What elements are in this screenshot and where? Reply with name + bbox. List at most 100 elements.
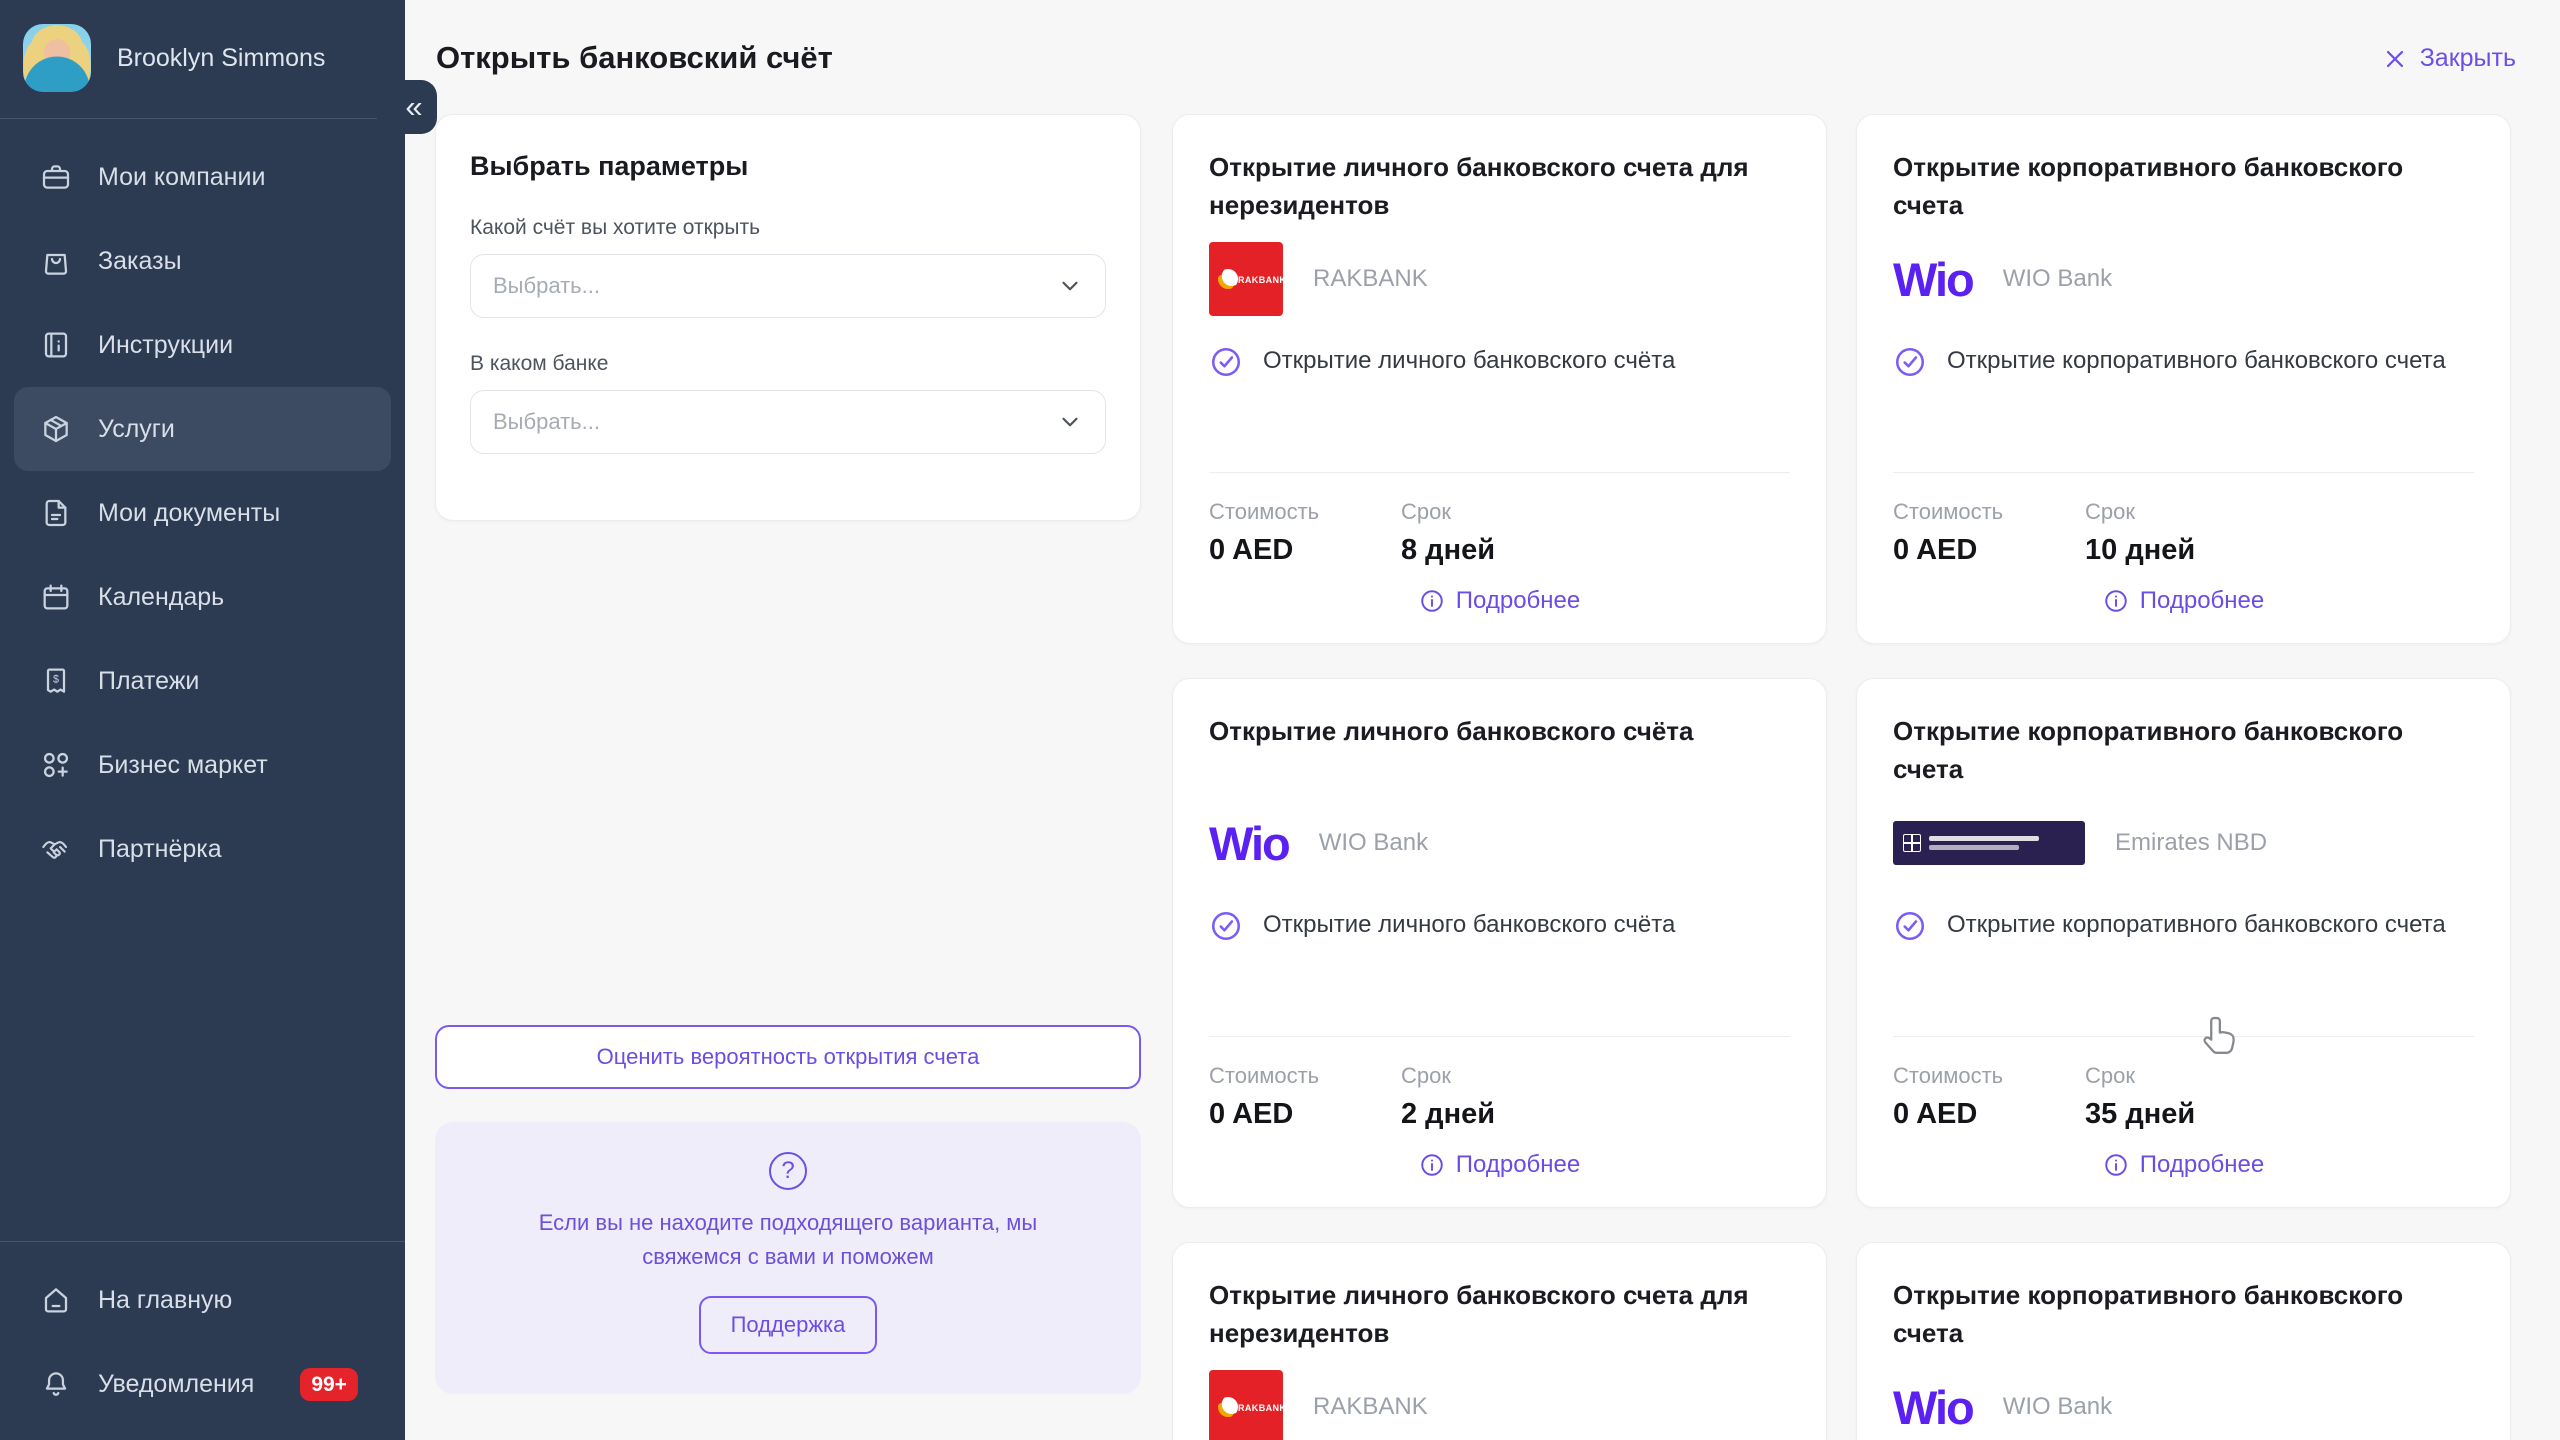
bank-label: В каком банке [470, 352, 609, 375]
sidebar-footer: На главную Уведомления 99+ [0, 1235, 405, 1426]
sidebar-item-calendar-icon[interactable]: Календарь [14, 555, 391, 639]
cost-label: Стоимость [1893, 1063, 2004, 1088]
notifications-badge: 99+ [300, 1367, 358, 1401]
user-name: Brooklyn Simmons [117, 43, 326, 72]
close-icon [2386, 50, 2403, 67]
term-value: 2 дней [1401, 1098, 1496, 1130]
close-button[interactable]: Закрыть [2383, 44, 2516, 73]
chevron-down-icon [1062, 417, 1078, 427]
details-link[interactable]: Подробнее [1893, 1151, 2474, 1179]
sidebar-item-label: Услуги [98, 414, 175, 443]
sidebar-item-business-market-icon[interactable]: Бизнес маркет [14, 723, 391, 807]
cost-label: Стоимость [1209, 1063, 1320, 1088]
support-button[interactable]: Поддержка [699, 1296, 877, 1355]
account-type-select[interactable]: Выбрать... [470, 254, 1106, 318]
sidebar-item-briefcase-icon[interactable]: Мои компании [14, 135, 391, 219]
bank-name: WIO Bank [2002, 1393, 2113, 1420]
avatar [23, 24, 91, 92]
term-label: Срок [1401, 499, 1451, 524]
bank-row: Wio WIO Bank [1893, 239, 2474, 319]
collapse-chevrons-icon: « [405, 89, 423, 124]
divider [1209, 1036, 1790, 1037]
service-card: Открытие корпоративного банковского счет… [1856, 114, 2511, 644]
estimate-probability-button[interactable]: Оценить вероятность открытия счета [435, 1025, 1141, 1089]
sidebar: Brooklyn Simmons Мои компании Заказы Инстр… [0, 0, 405, 1440]
card-title: Открытие корпоративного банковского счет… [1893, 152, 2404, 220]
rakbank-swoosh-icon [1218, 1397, 1238, 1417]
check-circle-icon [1211, 911, 1241, 941]
sidebar-item-label: Мои компании [98, 162, 266, 191]
sidebar-item-payments-receipt-icon[interactable]: $ Платежи [14, 639, 391, 723]
enbd-mark-icon [1903, 834, 1921, 852]
cost-label: Стоимость [1893, 499, 2004, 524]
feature-text: Открытие корпоративного банковского счет… [1947, 911, 2446, 938]
feature-row: Открытие личного банковского счёта [1209, 343, 1790, 379]
term-label: Срок [2085, 1063, 2135, 1088]
wio-logo: Wio [1893, 252, 1975, 306]
feature-text: Открытие корпоративного банковского счет… [1947, 347, 2446, 374]
bank-name: WIO Bank [1318, 829, 1429, 856]
details-link[interactable]: Подробнее [1209, 1151, 1790, 1179]
filter-panel: Выбрать параметры Какой счёт вы хотите о… [435, 114, 1141, 521]
sidebar-item-home-icon[interactable]: На главную [14, 1258, 391, 1342]
card-title: Открытие корпоративного банковского счет… [1893, 716, 2404, 784]
sidebar-item-label: Бизнес маркет [98, 750, 268, 779]
divider [0, 1241, 405, 1242]
feature-text: Открытие личного банковского счёта [1263, 911, 1676, 938]
sidebar-footer-nav: На главную Уведомления 99+ [0, 1258, 405, 1426]
partnership-handshake-icon [40, 833, 72, 865]
cost-value: 0 AED [1893, 534, 1978, 566]
rakbank-logo: RAKBANK [1209, 1370, 1283, 1440]
sidebar-item-services-package-icon[interactable]: Услуги [14, 387, 391, 471]
bank-row: RAKBANK RAKBANK [1209, 239, 1790, 319]
info-icon [2105, 1154, 2127, 1176]
check-circle-icon [1895, 911, 1925, 941]
user-profile[interactable]: Brooklyn Simmons [0, 0, 405, 112]
term-label: Срок [1401, 1063, 1451, 1088]
service-card: Открытие личного банковского счета для н… [1172, 114, 1827, 644]
details-label: Подробнее [2139, 1151, 2265, 1178]
calendar-icon [40, 581, 72, 613]
question-circle-icon: ? [769, 1152, 807, 1190]
bank-name: RAKBANK [1313, 1393, 1428, 1420]
home-icon [40, 1284, 72, 1316]
term-value: 35 дней [2085, 1098, 2196, 1130]
support-text: Если вы не находите подходящего варианта… [538, 1210, 1038, 1270]
sidebar-item-documents-icon[interactable]: Мои документы [14, 471, 391, 555]
bank-select[interactable]: Выбрать... [470, 390, 1106, 454]
feature-text: Открытие личного банковского счёта [1263, 347, 1676, 374]
bank-row: Emirates NBD [1893, 803, 2474, 883]
feature-row: Открытие корпоративного банковского счет… [1893, 343, 2474, 379]
service-card: Открытие личного банковского счета для н… [1172, 1242, 1827, 1440]
briefcase-icon [40, 161, 72, 193]
wio-logo: Wio [1893, 1380, 1975, 1434]
details-link[interactable]: Подробнее [1893, 587, 2474, 615]
bank-name: RAKBANK [1313, 265, 1428, 292]
bank-row: RAKBANK RAKBANK [1209, 1367, 1790, 1440]
sidebar-item-orders-bag-icon[interactable]: Заказы [14, 219, 391, 303]
rakbank-logo: RAKBANK [1209, 242, 1283, 316]
feature-row: Открытие личного банковского счёта [1209, 907, 1790, 943]
details-label: Подробнее [1455, 587, 1581, 614]
card-title: Открытие корпоративного банковского счет… [1893, 1280, 2404, 1348]
details-label: Подробнее [1455, 1151, 1581, 1178]
info-icon [2105, 590, 2127, 612]
sidebar-collapse-button[interactable]: « [377, 80, 437, 134]
documents-icon [40, 497, 72, 529]
sidebar-item-bell-icon[interactable]: Уведомления 99+ [14, 1342, 391, 1426]
sidebar-item-instructions-book-icon[interactable]: Инструкции [14, 303, 391, 387]
sidebar-item-label: Уведомления [98, 1369, 255, 1398]
term-label: Срок [2085, 499, 2135, 524]
details-link[interactable]: Подробнее [1209, 587, 1790, 615]
payments-receipt-icon: $ [40, 665, 72, 697]
sidebar-item-partnership-handshake-icon[interactable]: Партнёрка [14, 807, 391, 891]
business-market-icon [40, 749, 72, 781]
bank-placeholder: Выбрать... [493, 409, 600, 434]
info-icon [1421, 590, 1443, 612]
term-value: 8 дней [1401, 534, 1496, 566]
info-icon [1421, 1154, 1443, 1176]
rakbank-swoosh-icon [1218, 269, 1238, 289]
card-stats: Стоимость 0 AED Срок 8 дней [1209, 499, 1790, 567]
sidebar-item-label: На главную [98, 1285, 233, 1314]
sidebar-item-label: Платежи [98, 666, 200, 695]
